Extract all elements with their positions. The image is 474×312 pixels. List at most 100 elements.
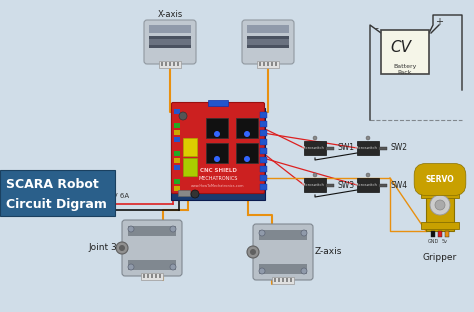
Bar [161, 62, 163, 66]
Bar [271, 62, 273, 66]
Circle shape [128, 226, 134, 232]
Text: SW3: SW3 [338, 181, 355, 189]
Bar [53, 204, 58, 210]
Bar [260, 139, 267, 145]
Bar [421, 222, 459, 229]
Bar [149, 39, 191, 45]
Text: CV: CV [391, 41, 411, 56]
Bar [426, 189, 454, 231]
Bar [263, 62, 265, 66]
Bar [159, 274, 161, 278]
Bar [236, 118, 258, 138]
Bar [282, 278, 284, 282]
Text: Microswitch: Microswitch [301, 146, 325, 150]
Bar [260, 130, 267, 136]
FancyBboxPatch shape [172, 103, 264, 193]
Circle shape [313, 173, 317, 177]
Bar [260, 121, 267, 127]
Bar [438, 231, 442, 237]
Bar [379, 183, 387, 187]
Circle shape [313, 136, 317, 140]
Bar [174, 151, 180, 156]
Circle shape [214, 156, 220, 162]
Circle shape [116, 242, 128, 254]
Circle shape [301, 268, 307, 274]
Text: -: - [374, 23, 378, 33]
Bar [357, 141, 379, 155]
Circle shape [301, 230, 307, 236]
Bar [260, 184, 267, 190]
Bar [143, 274, 145, 278]
Text: Circuit Digram: Circuit Digram [6, 198, 107, 211]
Bar [206, 143, 228, 163]
Bar [208, 100, 228, 106]
Text: X-axis: X-axis [157, 10, 182, 19]
Text: Microswitch: Microswitch [301, 183, 325, 187]
Text: Microswitch: Microswitch [355, 183, 377, 187]
Circle shape [170, 226, 176, 232]
Bar [165, 62, 167, 66]
Bar [286, 278, 288, 282]
Circle shape [366, 173, 370, 177]
Circle shape [435, 200, 445, 210]
Text: SW1: SW1 [338, 144, 355, 153]
Bar [381, 30, 429, 74]
Bar [257, 61, 279, 68]
Text: GND: GND [428, 239, 438, 244]
Circle shape [247, 246, 259, 258]
Text: SW4: SW4 [391, 181, 408, 189]
Bar [445, 231, 449, 237]
Bar [169, 62, 171, 66]
Bar [304, 178, 326, 192]
Bar [141, 273, 163, 280]
Bar [278, 278, 280, 282]
Bar [149, 25, 191, 33]
Bar [304, 141, 326, 155]
Bar [177, 62, 179, 66]
Bar [52, 202, 66, 212]
Text: Power Supply - 12V 6A: Power Supply - 12V 6A [50, 193, 129, 199]
Bar [0, 170, 115, 216]
Bar [326, 183, 334, 187]
Circle shape [259, 268, 265, 274]
Bar [174, 172, 180, 177]
Bar [272, 277, 294, 284]
FancyBboxPatch shape [253, 224, 313, 280]
Bar [357, 178, 379, 192]
Bar [275, 62, 277, 66]
FancyBboxPatch shape [144, 20, 196, 64]
Circle shape [191, 190, 199, 198]
Bar [149, 36, 191, 48]
Bar [260, 112, 267, 118]
Bar [174, 130, 180, 135]
Bar [421, 191, 459, 198]
Bar [128, 260, 176, 270]
Bar [260, 148, 267, 154]
Bar [290, 278, 292, 282]
Text: Joint 3: Joint 3 [88, 243, 117, 252]
Text: +: + [435, 17, 443, 27]
Text: Microswitch: Microswitch [355, 146, 377, 150]
Bar [259, 264, 307, 274]
FancyBboxPatch shape [242, 20, 294, 64]
Bar [247, 25, 289, 33]
Text: Gripper: Gripper [423, 253, 457, 262]
Bar [259, 230, 307, 240]
Bar [267, 62, 269, 66]
Bar [173, 62, 175, 66]
Circle shape [244, 156, 250, 162]
Bar [247, 36, 289, 48]
Circle shape [259, 230, 265, 236]
Text: SERVO: SERVO [426, 175, 455, 184]
Bar [183, 158, 197, 176]
Bar [174, 116, 180, 121]
Bar [326, 147, 334, 149]
Bar [183, 138, 197, 156]
Text: CNC SHIELD: CNC SHIELD [200, 168, 237, 173]
Bar [147, 274, 149, 278]
FancyBboxPatch shape [122, 220, 182, 276]
Bar [174, 137, 180, 142]
Bar [260, 157, 267, 163]
Text: Z-axis: Z-axis [315, 247, 342, 256]
Bar [431, 231, 435, 237]
